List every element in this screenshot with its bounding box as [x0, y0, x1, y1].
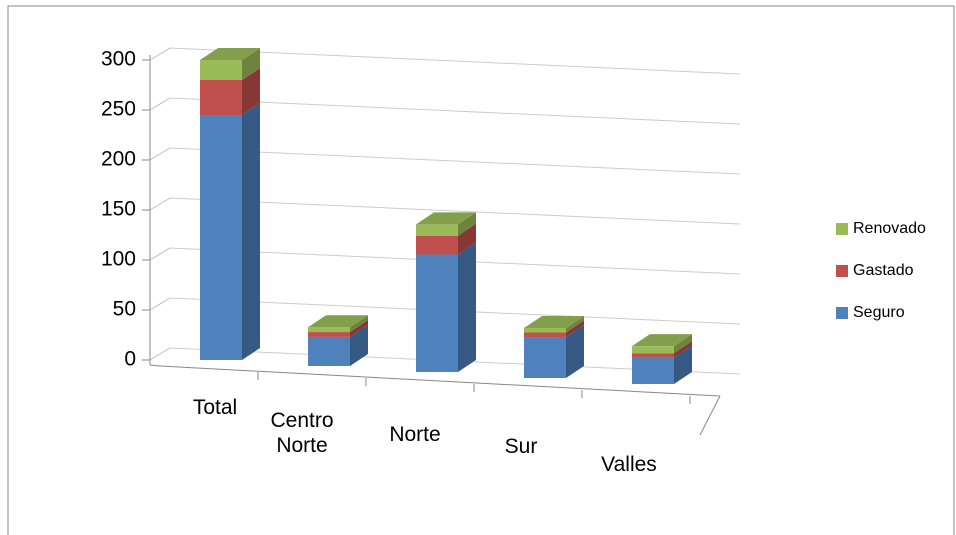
bar: [416, 235, 458, 255]
x-tick-label: Valles: [601, 453, 657, 476]
x-tick-label: Total: [192, 396, 238, 419]
bar: [524, 332, 566, 338]
bar: [632, 346, 674, 354]
grid-line: [149, 197, 171, 211]
y-tick-label: 200: [101, 148, 136, 171]
bar-side: [458, 212, 476, 236]
bar: [308, 336, 350, 366]
y-tick-label: 50: [113, 298, 136, 321]
bar: [524, 337, 566, 378]
bar-top: [632, 334, 692, 347]
bar-side: [566, 315, 584, 333]
bar-side: [674, 345, 692, 384]
grid-line: [149, 247, 171, 261]
grid-line: [169, 197, 741, 225]
grid-line: [149, 97, 171, 111]
legend-label: Renovado: [853, 220, 926, 237]
grid-line: [149, 47, 171, 61]
bar: [416, 254, 458, 372]
bar: [632, 357, 674, 384]
bar: [308, 327, 350, 333]
y-tick-label: 100: [101, 248, 136, 271]
bar-side: [566, 325, 584, 378]
bar: [308, 332, 350, 337]
bar-side: [350, 315, 368, 333]
bar-top: [200, 48, 260, 60]
bar-side: [242, 48, 260, 80]
bar-side: [566, 320, 584, 338]
legend-label: Seguro: [853, 304, 905, 321]
y-tick-label: 0: [124, 348, 136, 371]
grid-line: [149, 347, 171, 361]
legend-swatch: [836, 223, 848, 235]
bar-top: [416, 212, 476, 225]
grid-line: [169, 97, 741, 125]
bar-top: [308, 315, 368, 328]
floor-edge: [149, 364, 161, 367]
bar: [200, 115, 242, 360]
legend-swatch: [836, 265, 848, 277]
bar-side: [350, 320, 368, 337]
grid-line: [169, 47, 741, 75]
chart-frame: [7, 5, 955, 535]
bar-side: [242, 103, 260, 360]
bar: [416, 224, 458, 236]
bar-side: [242, 68, 260, 115]
bar-side: [674, 341, 692, 358]
x-tick-label: Norte: [389, 423, 441, 446]
floor-edge: [159, 365, 721, 397]
bar-side: [458, 242, 476, 372]
grid-line: [149, 147, 171, 161]
bar-top: [524, 315, 584, 328]
y-tick-label: 150: [101, 198, 136, 221]
bar: [632, 353, 674, 358]
y-tick-label: 250: [101, 98, 136, 121]
grid-line: [149, 297, 171, 311]
x-tick-label: Centro Norte: [270, 409, 334, 457]
bar: [200, 60, 242, 80]
bar-side: [674, 334, 692, 354]
floor-edge: [699, 395, 721, 436]
bar: [200, 80, 242, 115]
legend-swatch: [836, 307, 848, 319]
x-tick-label: Sur: [504, 435, 538, 458]
bar-side: [458, 223, 476, 255]
grid-line: [169, 147, 741, 175]
bar: [524, 327, 566, 333]
bar-side: [350, 324, 368, 366]
y-tick-label: 300: [101, 48, 136, 71]
legend-label: Gastado: [853, 262, 914, 279]
